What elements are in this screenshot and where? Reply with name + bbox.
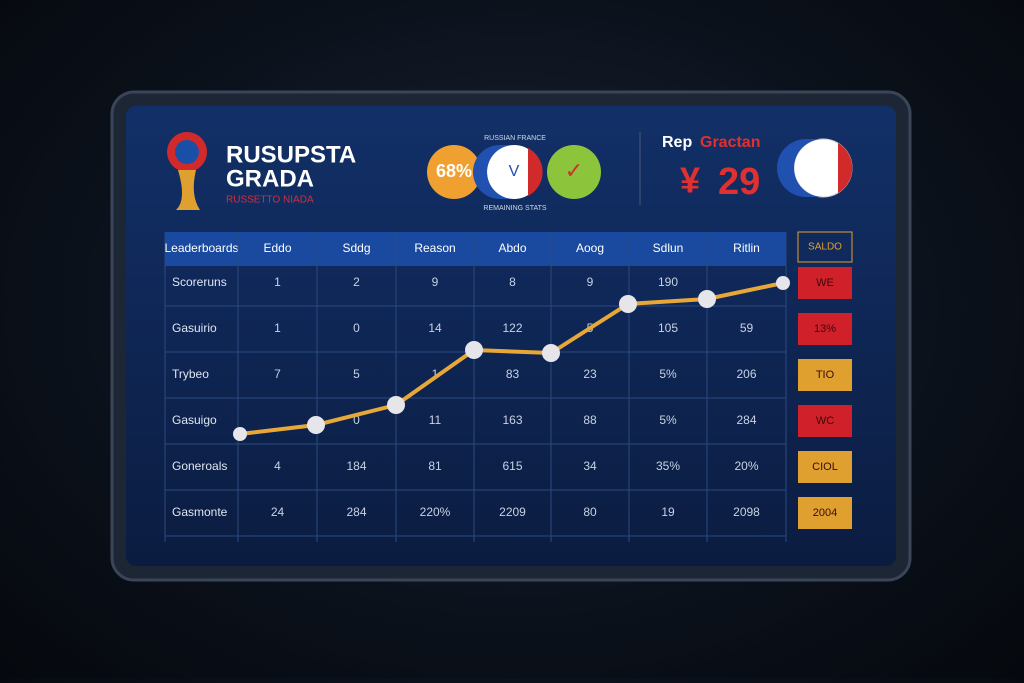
flag <box>777 139 823 197</box>
flag-badge <box>487 145 541 199</box>
cell: 24 <box>271 505 285 519</box>
cell: 122 <box>502 321 522 335</box>
cell: 4 <box>274 459 281 473</box>
caption: RUSSIAN FRANCE <box>484 135 546 142</box>
subtitle: RUSSETTO NIADA <box>226 195 314 206</box>
cell: 1 <box>274 275 281 289</box>
cell: 7 <box>274 367 281 381</box>
line <box>239 281 784 436</box>
cell: 9 <box>432 275 439 289</box>
cell: 184 <box>346 459 366 473</box>
row-label: Gasuirio <box>172 321 217 335</box>
column-header: Sddg <box>342 241 370 255</box>
status-badge-text: WC <box>816 415 834 427</box>
cell: 11 <box>429 413 442 427</box>
cell: 35% <box>656 459 680 473</box>
column-header: Reason <box>414 241 455 255</box>
header-badge <box>797 231 853 263</box>
flag-letter: V <box>509 163 520 180</box>
cell: 615 <box>502 459 522 473</box>
row-label: Gasmonte <box>172 505 228 519</box>
cell: 206 <box>736 367 756 381</box>
flag <box>838 143 853 193</box>
cell: 34 <box>583 459 597 473</box>
cell: 14 <box>428 321 442 335</box>
row-label: Scoreruns <box>172 275 227 289</box>
cell: 8 <box>509 275 516 289</box>
cell: 80 <box>583 505 597 519</box>
row-label: Goneroals <box>172 459 227 473</box>
table: Leaderboards Eddo Sddg Reason Abdo Aoog Sdlun R… <box>164 231 853 542</box>
trend-line <box>233 276 790 441</box>
cell: 284 <box>346 505 366 519</box>
status-badge <box>798 497 852 529</box>
score-label: Gractan <box>700 134 760 151</box>
cell: 5% <box>659 367 677 381</box>
score: 29 <box>718 161 760 203</box>
column-header: Abdo <box>498 241 526 255</box>
row-label: Gasuigo <box>172 413 217 427</box>
logo <box>167 132 207 210</box>
flag <box>473 145 514 199</box>
status-badge-text: 2004 <box>813 507 837 519</box>
cell: 1 <box>432 367 439 381</box>
badge <box>427 145 481 199</box>
cell: 20% <box>734 459 758 473</box>
status-badge-text: WE <box>816 277 834 289</box>
row-label: Trybeo <box>172 367 209 381</box>
points <box>233 276 790 441</box>
cell: 0 <box>353 321 360 335</box>
cell: 81 <box>428 459 442 473</box>
cell: 284 <box>736 413 756 427</box>
cell: 0 <box>353 413 360 427</box>
status-badge <box>798 451 852 483</box>
header-badge-text: SALDO <box>808 242 842 253</box>
currency: ¥ <box>680 160 700 201</box>
title: GRADA <box>226 165 314 192</box>
cell: 5 <box>353 367 360 381</box>
column-header: Leaderboards <box>164 241 238 255</box>
status-badge-text: 13% <box>814 323 836 335</box>
column-header: Sdlun <box>653 241 684 255</box>
check: ✓ <box>565 158 583 183</box>
status-badge-text: CIOL <box>812 461 838 473</box>
cell: 2 <box>353 275 360 289</box>
status-badge <box>798 267 852 299</box>
cell: 105 <box>658 321 678 335</box>
status-badge <box>798 313 852 345</box>
cell: 220% <box>420 505 451 519</box>
cell: 2098 <box>733 505 760 519</box>
column-header: Aoog <box>576 241 604 255</box>
title: RUSUPSTA <box>226 141 356 168</box>
cell: 2209 <box>499 505 526 519</box>
cell: 83 <box>506 367 520 381</box>
status-badge-text: TIO <box>816 369 835 381</box>
cell: 163 <box>502 413 522 427</box>
cell: 1 <box>274 321 281 335</box>
column-header: Eddo <box>263 241 291 255</box>
cell: 23 <box>583 367 597 381</box>
cell: 19 <box>661 505 675 519</box>
caption: REMAINING STATS <box>483 205 546 212</box>
cell: 5% <box>659 413 677 427</box>
status-badge <box>798 359 852 391</box>
status-badge <box>798 405 852 437</box>
column-header: Ritlin <box>733 241 760 255</box>
cell: 88 <box>583 413 597 427</box>
header-row <box>165 232 786 266</box>
screen <box>126 106 896 566</box>
percent: 68% <box>436 161 472 181</box>
cell: 59 <box>740 321 754 335</box>
cell: 9 <box>587 275 594 289</box>
badge <box>547 145 601 199</box>
flag <box>528 148 543 196</box>
score-label: Rep <box>662 134 692 151</box>
cell: 190 <box>658 275 678 289</box>
